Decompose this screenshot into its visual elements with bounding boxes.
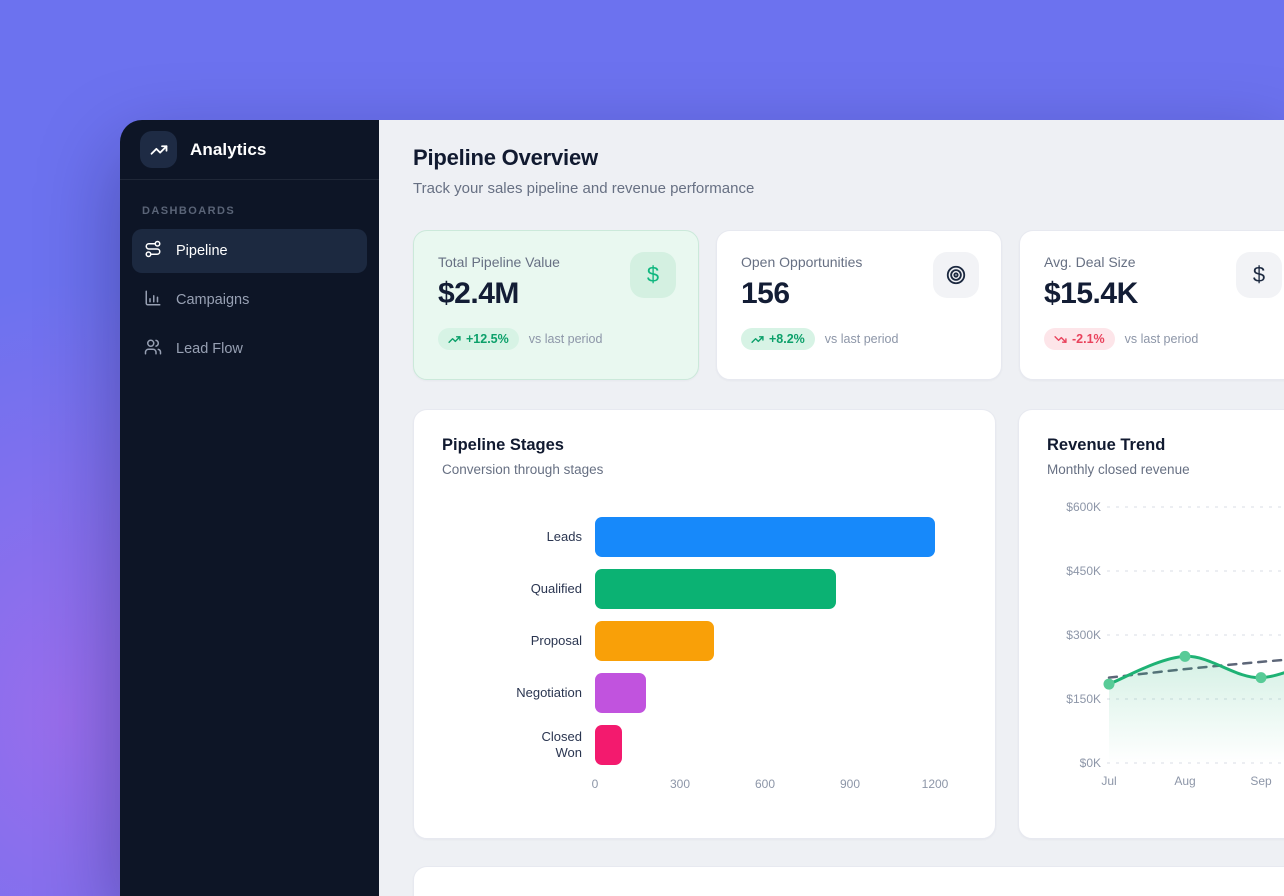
delta-badge: +8.2% (741, 328, 815, 350)
bar-category-label: Proposal (530, 633, 582, 649)
chart-subtitle: Monthly closed revenue (1047, 462, 1190, 477)
kpi-label: Total Pipeline Value (438, 254, 560, 270)
sidebar-item-lead-flow[interactable]: Lead Flow (132, 327, 367, 371)
bar-closed-won (595, 725, 622, 765)
sidebar-item-label: Pipeline (176, 243, 228, 259)
nav-section-label: DASHBOARDS (142, 205, 236, 217)
bar-category-label: Closed Won (541, 729, 582, 760)
bar-row: Proposal (442, 621, 967, 661)
kpi-label: Open Opportunities (741, 254, 863, 270)
revenue-trend-card: Revenue Trend Monthly closed revenue $0K… (1018, 409, 1284, 839)
main-content: Pipeline Overview Track your sales pipel… (379, 120, 1284, 896)
kpi-card-total-pipeline-value: Total Pipeline Value $2.4M +12.5% vs las… (413, 230, 699, 380)
page-title: Pipeline Overview (413, 145, 598, 170)
delta-badge: +12.5% (438, 328, 519, 350)
x-tick: 300 (669, 777, 691, 791)
dollar-icon (630, 252, 676, 298)
sidebar-nav: DASHBOARDS Pipeline Campaigns (120, 180, 379, 386)
users-icon (144, 338, 162, 360)
kpi-value: $15.4K (1044, 277, 1138, 310)
x-tick-label: Jul (1101, 774, 1116, 788)
brand-name: Analytics (190, 139, 267, 159)
sidebar-item-pipeline[interactable]: Pipeline (132, 229, 367, 273)
bar-row: Negotiation (442, 673, 967, 713)
bar-proposal (595, 621, 714, 661)
kpi-compare: vs last period (1124, 332, 1199, 346)
data-point-marker (1255, 672, 1267, 684)
revenue-line (1107, 654, 1284, 686)
kpi-value: 156 (741, 277, 790, 310)
sidebar-item-label: Lead Flow (176, 341, 243, 357)
kpi-card-open-opportunities: Open Opportunities 156 +8.2% vs last per… (716, 230, 1002, 380)
y-tick-label: $150K (1066, 692, 1101, 706)
route-icon (144, 240, 162, 262)
y-tick-label: $0K (1080, 756, 1101, 770)
x-tick: 600 (754, 777, 776, 791)
x-tick-label: Aug (1174, 774, 1195, 788)
x-tick-label: Sep (1250, 774, 1272, 788)
trend-up-icon (448, 335, 461, 343)
y-tick-label: $600K (1066, 500, 1101, 514)
x-tick: 900 (839, 777, 861, 791)
brand-row: Analytics (120, 120, 379, 180)
bar-category-label: Negotiation (516, 685, 582, 701)
kpi-label: Avg. Deal Size (1044, 254, 1136, 270)
data-point-marker (1179, 650, 1191, 662)
bottom-card-partial (413, 866, 1284, 896)
revenue-trend-line-chart: $0K$150K$300K$450K$600KJulAugSepOct (1047, 497, 1284, 807)
trend-up-icon (751, 335, 764, 343)
line-chart-svg: $0K$150K$300K$450K$600KJulAugSepOct (1066, 500, 1284, 788)
x-tick: 0 (591, 777, 599, 791)
kpi-row: Total Pipeline Value $2.4M +12.5% vs las… (413, 230, 1284, 380)
bar-row: Qualified (442, 569, 967, 609)
sidebar-item-campaigns[interactable]: Campaigns (132, 278, 367, 322)
sidebar: Analytics DASHBOARDS Pipeline Campaigns (120, 120, 379, 896)
bar-negotiation (595, 673, 646, 713)
bar-category-label: Qualified (530, 581, 582, 597)
bar-qualified (595, 569, 836, 609)
sidebar-item-label: Campaigns (176, 292, 250, 308)
bar-category-label: Leads (546, 529, 582, 545)
chart-title: Revenue Trend (1047, 436, 1166, 454)
kpi-value: $2.4M (438, 277, 519, 310)
bar-row: Leads (442, 517, 967, 557)
delta-badge: -2.1% (1044, 328, 1115, 350)
pipeline-stages-bar-chart: Leads Qualified Proposal Negotiation Closed … (442, 517, 967, 765)
data-point-marker (1103, 678, 1115, 690)
trend-down-icon (1054, 335, 1067, 343)
y-tick-label: $450K (1066, 564, 1101, 578)
bar-row: Closed Won (442, 725, 967, 765)
app-window: Analytics DASHBOARDS Pipeline Campaigns (120, 120, 1284, 896)
bar-leads (595, 517, 935, 557)
x-tick: 1200 (921, 777, 949, 791)
trending-up-logo-icon (140, 131, 177, 168)
kpi-compare: vs last period (528, 332, 603, 346)
pipeline-stages-card: Pipeline Stages Conversion through stage… (413, 409, 996, 839)
target-icon (933, 252, 979, 298)
kpi-compare: vs last period (824, 332, 899, 346)
revenue-area-fill (1109, 656, 1284, 763)
chart-subtitle: Conversion through stages (442, 462, 604, 477)
y-tick-label: $300K (1066, 628, 1101, 642)
kpi-card-avg-deal-size: Avg. Deal Size $15.4K -2.1% vs last peri… (1019, 230, 1284, 380)
bar-chart-icon (144, 289, 162, 311)
page-subtitle: Track your sales pipeline and revenue pe… (413, 180, 755, 197)
bar-chart-x-axis: 0 300 600 900 1200 (591, 777, 949, 795)
chart-title: Pipeline Stages (442, 436, 564, 454)
charts-row: Pipeline Stages Conversion through stage… (413, 409, 1284, 839)
dollar-icon (1236, 252, 1282, 298)
